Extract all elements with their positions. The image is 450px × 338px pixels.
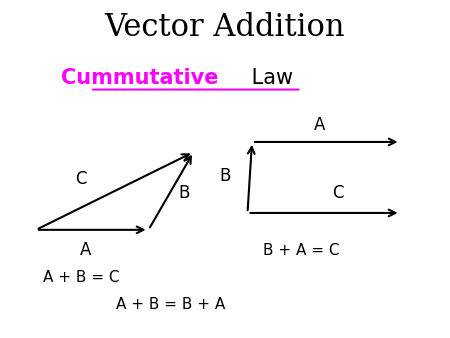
Text: C: C [75, 170, 87, 188]
Text: Law: Law [245, 68, 293, 88]
Text: B: B [219, 167, 231, 185]
Text: A: A [314, 116, 325, 134]
Text: B + A = C: B + A = C [263, 243, 340, 258]
Text: A: A [80, 241, 91, 259]
Text: B: B [179, 184, 190, 202]
Text: Cummutative: Cummutative [61, 68, 218, 88]
Text: C: C [332, 184, 343, 202]
Text: A + B = C: A + B = C [43, 270, 119, 285]
Text: Vector Addition: Vector Addition [105, 11, 345, 43]
Text: A + B = B + A: A + B = B + A [117, 297, 225, 312]
